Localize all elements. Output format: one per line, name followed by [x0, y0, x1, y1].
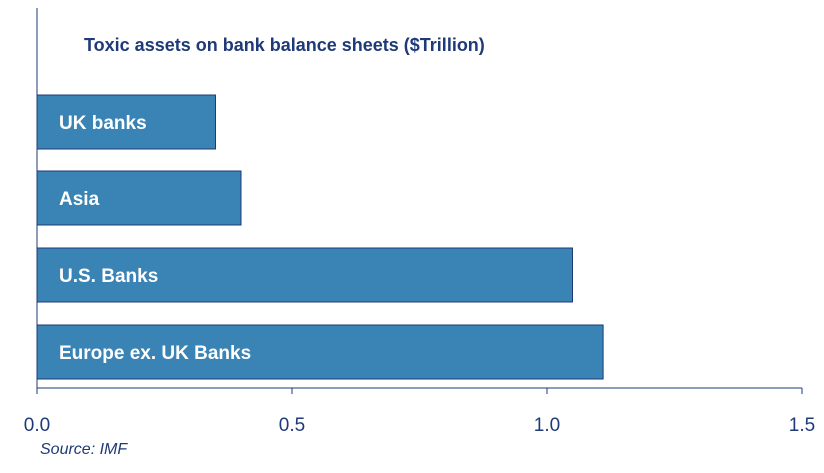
- bar: [36, 94, 216, 150]
- x-tick-label: 1.0: [534, 415, 560, 436]
- bar-label: Asia: [59, 189, 100, 210]
- source-note: Source: IMF: [40, 441, 128, 458]
- bar-label: UK banks: [59, 113, 147, 134]
- bar-label: U.S. Banks: [59, 266, 158, 287]
- bar: [36, 170, 242, 226]
- bar-label: Europe ex. UK Banks: [59, 343, 251, 364]
- x-ticks-group: 0.0 0.5 1.0 1.5: [24, 388, 815, 436]
- bar: [36, 324, 604, 380]
- x-tick-label: 0.0: [24, 415, 50, 436]
- bars-group: UK banks Asia U.S. Banks Europe ex. UK Bank…: [36, 94, 604, 380]
- x-tick-label: 1.5: [789, 415, 815, 436]
- bar: [36, 247, 573, 303]
- chart-title: Toxic assets on bank balance sheets ($Tr…: [84, 35, 485, 55]
- x-tick-label: 0.5: [279, 415, 305, 436]
